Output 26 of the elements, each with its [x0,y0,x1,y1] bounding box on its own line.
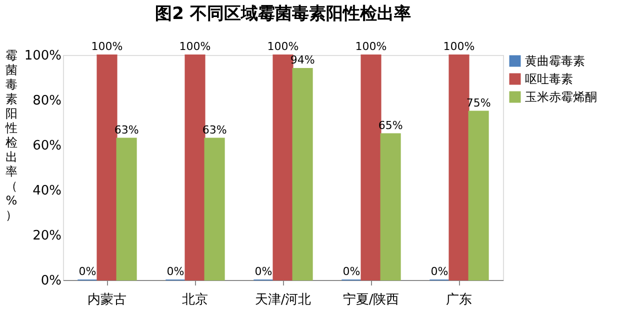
chart-title: 图2 不同区域霉菌毒素阳性检出率 [155,4,411,24]
x-tick-label: 北京 [182,292,208,308]
y-tick-label: 40% [32,184,62,198]
data-label: 0% [342,265,360,278]
legend-label: 黄曲霉毒素 [525,54,585,68]
x-tick-label: 广东 [446,292,472,308]
y-tick-label: 0% [40,274,62,288]
data-label: 100% [91,40,123,53]
data-label: 100% [267,40,299,53]
legend-label: 呕吐毒素 [525,72,573,86]
data-label: 0% [430,265,448,278]
data-label: 100% [355,40,387,53]
x-tick-label: 天津/河北 [254,292,312,308]
x-tick-label: 内蒙古 [88,292,126,308]
data-label: 100% [443,40,475,53]
data-label: 0% [254,265,272,278]
legend-label: 玉米赤霉烯酮 [525,90,597,104]
y-tick-label: 60% [32,138,62,154]
data-label: 100% [179,40,211,53]
data-label: 0% [78,265,96,278]
y-tick-label: 20% [32,228,62,244]
x-tick-label: 宁夏/陕西 [342,292,400,308]
y-tick-label: 100% [24,48,62,64]
data-label: 0% [166,265,184,278]
y-tick-label: 80% [32,94,62,108]
text: 霉菌毒素阳性检出率（%） [6,48,18,222]
